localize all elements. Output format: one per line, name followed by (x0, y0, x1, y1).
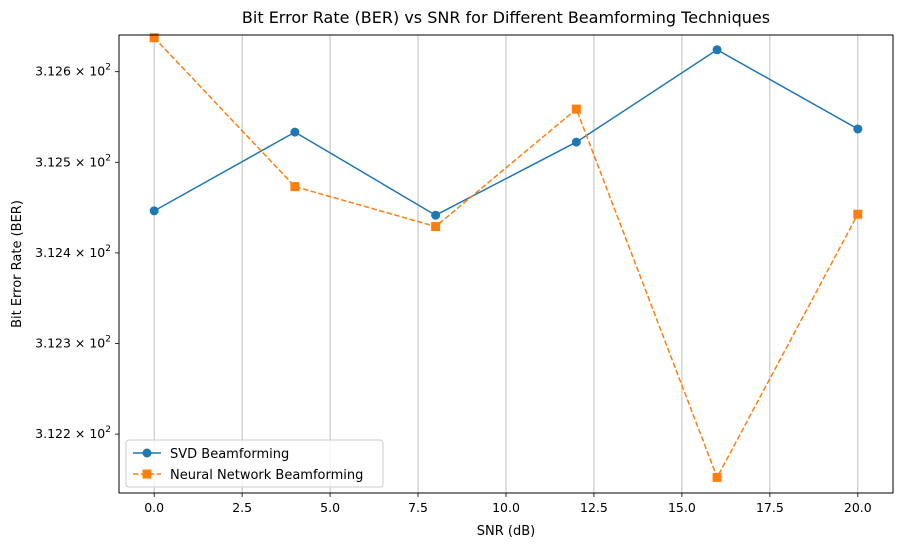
grid (153, 35, 859, 493)
series-layer (149, 33, 863, 482)
data-point-nn (431, 222, 441, 232)
data-point-svd (149, 206, 159, 216)
x-tick-label: 0.0 (144, 500, 164, 515)
data-point-svd (712, 45, 722, 55)
y-tick-label: 3.126 × 102 (35, 63, 111, 79)
data-point-nn (149, 33, 159, 43)
y-tick-label: 3.122 × 102 (35, 425, 111, 441)
series-svd (149, 45, 863, 220)
x-tick-label: 17.5 (756, 500, 784, 515)
x-tick-label: 2.5 (232, 500, 252, 515)
legend-marker-svd (142, 448, 152, 458)
series-nn (149, 33, 863, 482)
x-tick-label: 5.0 (320, 500, 340, 515)
legend-label-nn: Neural Network Beamforming (170, 468, 363, 483)
x-tick-label: 15.0 (668, 500, 696, 515)
x-axis-ticks: 0.0 2.5 5.0 7.5 10.0 12.5 15.0 17.5 20.0 (144, 493, 872, 515)
legend: SVD Beamforming Neural Network Beamformi… (125, 439, 384, 488)
data-point-svd (431, 210, 441, 220)
x-tick-label: 7.5 (408, 500, 428, 515)
legend-box (125, 439, 384, 488)
chart-title: Bit Error Rate (BER) vs SNR for Differen… (242, 8, 770, 27)
y-tick-label: 3.124 × 102 (35, 244, 111, 260)
legend-label-svd: SVD Beamforming (170, 447, 289, 462)
y-tick-label: 3.123 × 102 (35, 335, 111, 351)
y-tick-label: 3.125 × 102 (35, 153, 111, 169)
legend-marker-nn (142, 469, 152, 479)
x-axis-label: SNR (dB) (477, 524, 535, 539)
x-tick-label: 10.0 (492, 500, 520, 515)
data-point-nn (290, 182, 300, 192)
x-tick-label: 12.5 (580, 500, 608, 515)
data-point-nn (853, 209, 863, 219)
x-tick-label: 20.0 (844, 500, 872, 515)
data-point-nn (712, 472, 722, 482)
data-point-svd (290, 127, 300, 137)
data-point-nn (571, 104, 581, 114)
data-point-svd (571, 137, 581, 147)
y-axis-label: Bit Error Rate (BER) (10, 200, 25, 328)
data-point-svd (853, 124, 863, 134)
y-axis-ticks: 3.122 × 102 3.123 × 102 3.124 × 102 3.125 ×… (35, 63, 119, 441)
series-line-nn (153, 37, 859, 479)
series-line-svd (153, 49, 859, 216)
